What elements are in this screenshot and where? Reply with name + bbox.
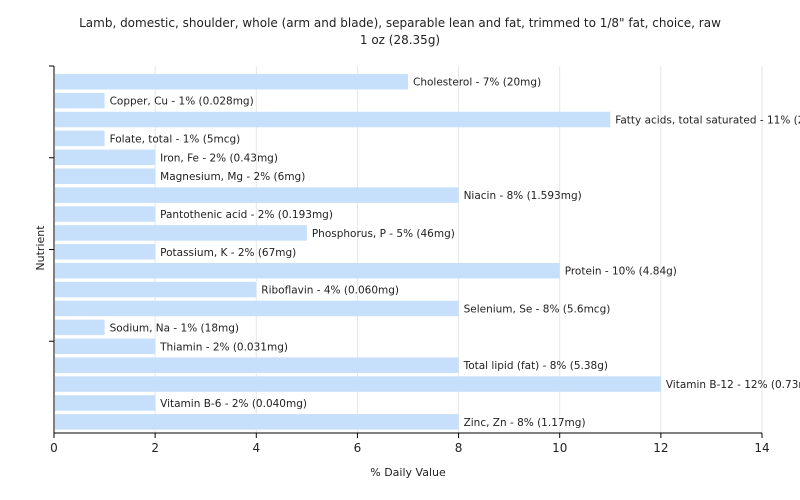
bar-label-16: Vitamin B-12 - 12% (0.73mcg)	[666, 379, 800, 391]
bar-15	[55, 357, 459, 373]
bar-label-14: Thiamin - 2% (0.031mg)	[159, 341, 288, 353]
x-tick-label-0: 0	[50, 441, 58, 455]
bar-4	[55, 149, 156, 166]
bar-0	[55, 74, 408, 90]
bar-8	[55, 225, 307, 241]
bar-label-1: Copper, Cu - 1% (0.028mg)	[110, 96, 254, 108]
x-tick-label-6: 12	[653, 441, 668, 455]
x-tick-label-2: 4	[252, 441, 260, 455]
x-axis-title: % Daily Value	[370, 466, 446, 479]
bar-label-7: Pantothenic acid - 2% (0.193mg)	[160, 209, 333, 221]
x-tick-label-7: 14	[754, 441, 769, 455]
bar-label-10: Protein - 10% (4.84g)	[565, 266, 677, 278]
bar-label-5: Magnesium, Mg - 2% (6mg)	[160, 171, 305, 183]
x-tick-label-1: 2	[151, 441, 159, 455]
bar-5	[55, 168, 156, 184]
x-tick-label-4: 8	[455, 441, 463, 455]
x-tick-label-5: 10	[552, 441, 567, 455]
bar-17	[55, 395, 156, 411]
bar-1	[55, 92, 105, 109]
bar-13	[55, 319, 105, 336]
bar-18	[55, 414, 459, 430]
y-axis-title: Nutrient	[34, 225, 47, 271]
axes: 0 2 4 6 8 10 12 14	[49, 65, 770, 455]
bar-label-2: Fatty acids, total saturated - 11% (2.29…	[615, 115, 800, 127]
bar-2	[55, 111, 611, 128]
bar-label-9: Potassium, K - 2% (67mg)	[160, 247, 296, 259]
bars: Cholesterol - 7% (20mg) Copper, Cu - 1% (…	[55, 74, 800, 430]
bar-7	[55, 206, 156, 222]
bar-label-8: Phosphorus, P - 5% (46mg)	[312, 228, 455, 240]
bar-label-4: Iron, Fe - 2% (0.43mg)	[160, 152, 278, 164]
chart-subtitle: 1 oz (28.35g)	[360, 33, 440, 47]
bar-11	[55, 281, 257, 298]
bar-9	[55, 244, 156, 260]
bar-label-0: Cholesterol - 7% (20mg)	[413, 77, 541, 89]
bar-10	[55, 262, 560, 279]
x-tick-label-3: 6	[354, 441, 362, 455]
bar-6	[55, 187, 459, 203]
bar-3	[55, 130, 105, 147]
bar-label-15: Total lipid (fat) - 8% (5.38g)	[463, 360, 608, 372]
bar-label-18: Zinc, Zn - 8% (1.17mg)	[464, 417, 586, 429]
chart-title: Lamb, domestic, shoulder, whole (arm and…	[79, 16, 721, 30]
bar-label-13: Sodium, Na - 1% (18mg)	[110, 322, 239, 334]
bar-label-17: Vitamin B-6 - 2% (0.040mg)	[160, 398, 307, 410]
bar-16	[55, 376, 661, 392]
bar-label-3: Folate, total - 1% (5mcg)	[110, 133, 241, 145]
bar-12	[55, 300, 459, 317]
bar-14	[55, 338, 156, 355]
bar-label-12: Selenium, Se - 8% (5.6mcg)	[464, 303, 611, 315]
bar-label-11: Riboflavin - 4% (0.060mg)	[261, 285, 399, 297]
bar-label-6: Niacin - 8% (1.593mg)	[464, 190, 582, 202]
